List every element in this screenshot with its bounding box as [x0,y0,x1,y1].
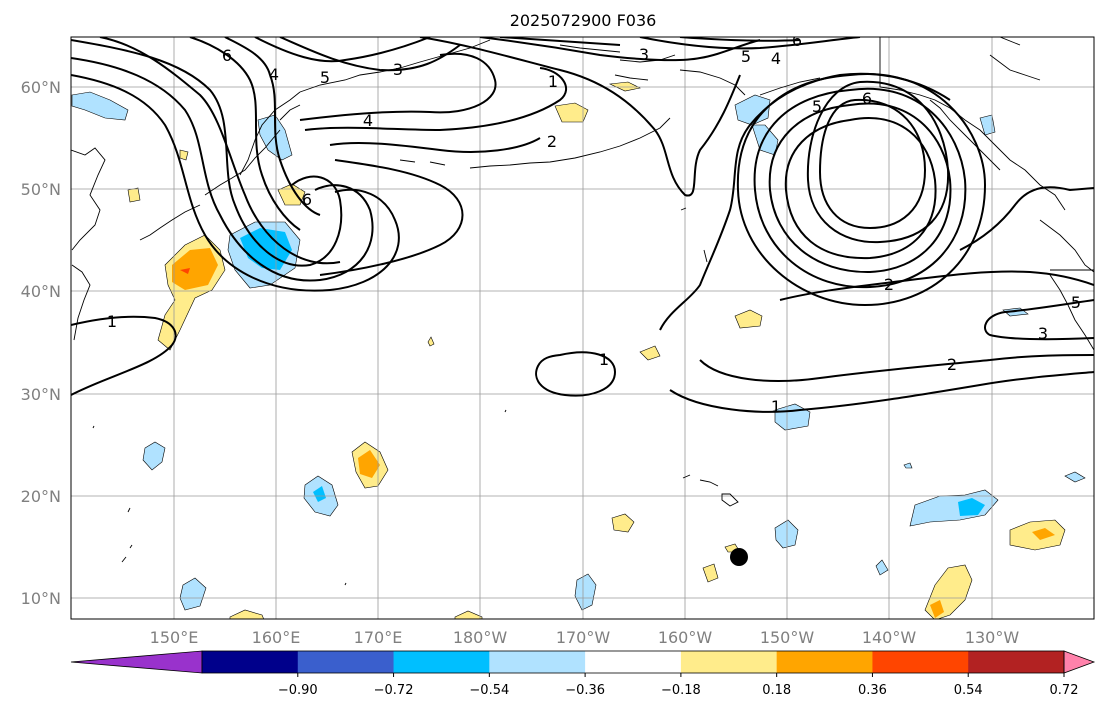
contour-label: 2 [884,275,894,294]
contour-label: 3 [1038,324,1048,343]
lon-tick-label: 130°W [965,628,1020,647]
lon-tick-label: 170°W [556,628,611,647]
contour-label: 5 [812,97,822,116]
contour-label: 2 [547,132,557,151]
colorbar-tick-label: 0.36 [858,683,887,698]
contour-label: 4 [269,65,279,84]
lat-tick-label: 20°N [21,487,61,506]
contour-label: 1 [548,72,558,91]
colorbar-tick-label: −0.36 [565,683,605,698]
contour-label: 6 [862,89,872,108]
colorbar-tick-label: 0.72 [1050,683,1079,698]
colorbar-tick-label: 0.54 [954,683,983,698]
colorbar-swatch [776,651,873,673]
lon-tick-label: 180°W [453,628,508,647]
colorbar-extend-high [1063,650,1096,674]
colorbar-extend-low [70,650,203,674]
lat-tick-label: 50°N [21,180,61,199]
colorbar-tick-label: −0.54 [469,683,509,698]
contour-label: 5 [741,47,751,66]
lat-tick-labels: 60°N 50°N 40°N 30°N 20°N 10°N [21,78,61,608]
colorbar-swatch [968,651,1065,673]
contour-label-group: 6 4 5 3 1 2 4 5 6 6 1 2 3 2 1 1 5 4 3 5 … [107,31,1081,416]
contour-label: 1 [107,312,117,331]
contour-label: 6 [302,190,312,209]
lon-tick-label: 160°E [252,628,301,647]
chart-title: 2025072900 F036 [510,11,657,30]
colorbar-swatch [872,651,969,673]
colorbar-border [201,650,1065,674]
colorbar-tick-label: −0.90 [278,683,318,698]
map-content: 6 4 5 3 1 2 4 5 6 6 1 2 3 2 1 1 5 4 3 5 … [71,31,1094,619]
contour-label: 1 [599,350,609,369]
contour-label: 6 [792,31,802,50]
colorbar-swatch [297,651,395,673]
contour-label: 2 [947,355,957,374]
map-border [70,36,1095,620]
contour-label: 4 [363,111,373,130]
contour-label: 1 [771,397,781,416]
lon-tick-label: 150°E [150,628,199,647]
lat-tick-label: 40°N [21,282,61,301]
colorbar-swatch [393,651,490,673]
contour-label: 5 [1071,293,1081,312]
contour-label: 5 [320,68,330,87]
lon-tick-label: 160°W [658,628,713,647]
lon-tick-label: 150°W [760,628,815,647]
colorbar-swatch [680,651,778,673]
contour-label: 4 [771,49,781,68]
colorbar-tick-label: −0.72 [374,683,414,698]
colorbar-swatch [489,651,586,673]
contour-lines [71,37,1094,413]
lon-tick-labels: 150°E 160°E 170°E 180°W 170°W 160°W 150°… [150,628,1020,647]
contour-label: 3 [393,60,403,79]
contour-label: 6 [222,46,232,65]
lon-tick-label: 140°W [862,628,917,647]
lat-tick-label: 60°N [21,78,61,97]
colorbar-swatch [585,651,682,673]
colorbar-tick-label: 0.18 [762,683,791,698]
colorbar: −0.90 −0.72 −0.54 −0.36 −0.18 0.18 0.36 0.54 0.7… [70,650,1096,698]
lat-tick-label: 30°N [21,385,61,404]
lat-tick-label: 10°N [21,589,61,608]
coastlines [71,37,1094,586]
contour-label: 3 [639,45,649,64]
location-marker [730,548,748,566]
colorbar-swatch [202,651,299,673]
lon-tick-label: 170°E [354,628,403,647]
colorbar-tick-label: −0.18 [661,683,701,698]
